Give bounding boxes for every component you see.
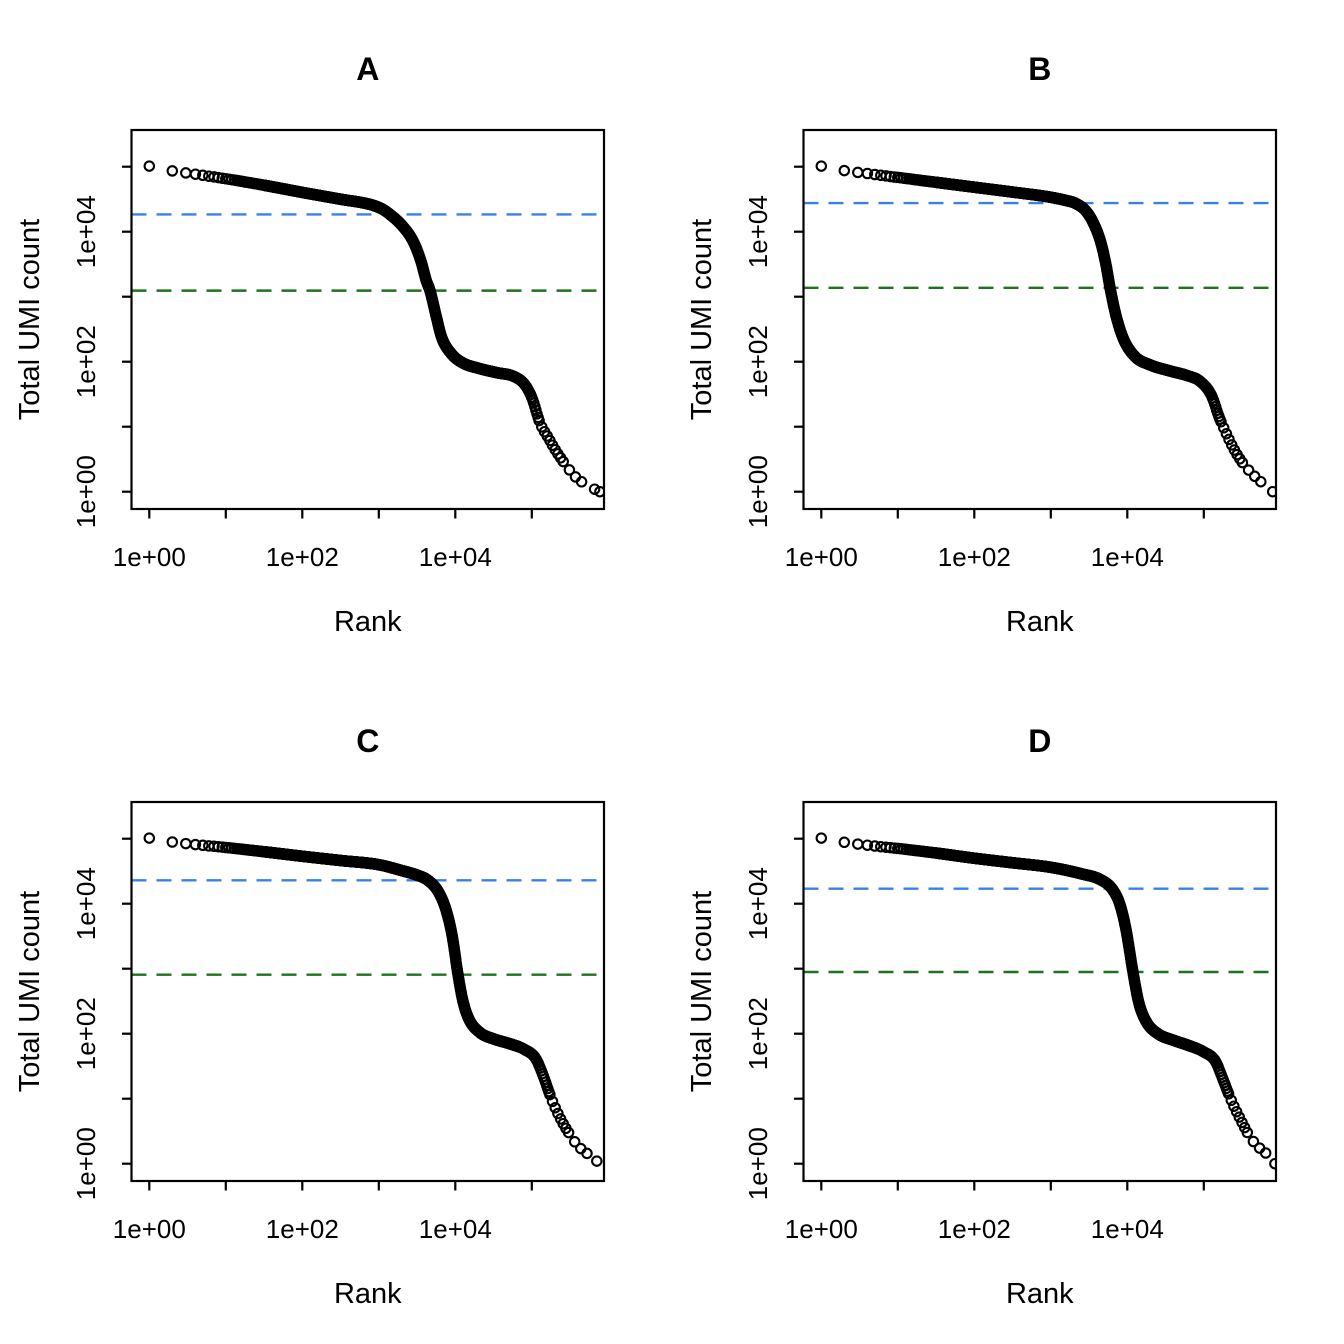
x-tick-label: 1e+00 <box>785 1214 858 1244</box>
x-axis-label: Rank <box>1006 606 1074 638</box>
x-tick-label: 1e+02 <box>266 542 339 572</box>
barcode-rank-plot-A: A Rank Total UMI count 1e+00 1e+02 1e+04… <box>14 51 606 638</box>
data-points <box>143 160 604 498</box>
panel-A: A Rank Total UMI count 1e+00 1e+02 1e+04… <box>0 0 672 672</box>
panel-title: B <box>1028 51 1051 87</box>
axis-ticks <box>794 165 1205 519</box>
x-tick-label: 1e+04 <box>1091 1214 1164 1244</box>
data-points <box>143 832 603 1167</box>
y-tick-label: 1e+00 <box>743 455 773 528</box>
x-tick-label: 1e+02 <box>938 1214 1011 1244</box>
plot-area-C <box>122 800 606 1191</box>
x-tick-label: 1e+02 <box>266 1214 339 1244</box>
x-tick-label: 1e+00 <box>785 542 858 572</box>
barcode-rank-plot-C: C Rank Total UMI count 1e+00 1e+02 1e+04… <box>14 723 606 1310</box>
axis-ticks <box>122 165 533 519</box>
plot-area-D <box>794 800 1278 1191</box>
plot-frame <box>130 800 606 1183</box>
data-points <box>815 160 1276 498</box>
plot-frame <box>802 128 1278 511</box>
x-tick-label: 1e+02 <box>938 542 1011 572</box>
y-tick-label: 1e+04 <box>743 195 773 268</box>
data-points <box>815 832 1276 1170</box>
panel-title: D <box>1028 723 1051 759</box>
y-tick-label: 1e+04 <box>71 195 101 268</box>
y-tick-label: 1e+02 <box>743 997 773 1070</box>
y-tick-label: 1e+00 <box>71 1127 101 1200</box>
y-axis-label: Total UMI count <box>686 891 718 1092</box>
y-axis-label: Total UMI count <box>686 219 718 420</box>
panel-title: A <box>356 51 379 87</box>
y-axis-label: Total UMI count <box>14 891 46 1092</box>
panel-B: B Rank Total UMI count 1e+00 1e+02 1e+04… <box>672 0 1344 672</box>
y-tick-label: 1e+02 <box>743 325 773 398</box>
x-tick-label: 1e+04 <box>419 1214 492 1244</box>
plot-frame <box>130 128 606 511</box>
x-tick-label: 1e+04 <box>419 542 492 572</box>
x-tick-label: 1e+04 <box>1091 542 1164 572</box>
y-axis-label: Total UMI count <box>14 219 46 420</box>
x-axis-label: Rank <box>334 606 402 638</box>
plot-area-B <box>794 128 1278 519</box>
y-tick-label: 1e+04 <box>743 867 773 940</box>
panel-D: D Rank Total UMI count 1e+00 1e+02 1e+04… <box>672 672 1344 1344</box>
y-tick-label: 1e+04 <box>71 867 101 940</box>
axis-ticks <box>794 837 1205 1191</box>
barcode-rank-plot-B: B Rank Total UMI count 1e+00 1e+02 1e+04… <box>686 51 1278 638</box>
plot-frame <box>802 800 1278 1183</box>
x-tick-label: 1e+00 <box>113 1214 186 1244</box>
panel-C: C Rank Total UMI count 1e+00 1e+02 1e+04… <box>0 672 672 1344</box>
x-axis-label: Rank <box>334 1278 402 1310</box>
axis-ticks <box>122 837 533 1191</box>
plot-area-A <box>122 128 606 519</box>
y-tick-label: 1e+02 <box>71 997 101 1070</box>
y-tick-label: 1e+00 <box>71 455 101 528</box>
panel-title: C <box>356 723 379 759</box>
y-tick-label: 1e+02 <box>71 325 101 398</box>
x-axis-label: Rank <box>1006 1278 1074 1310</box>
y-tick-label: 1e+00 <box>743 1127 773 1200</box>
x-tick-label: 1e+00 <box>113 542 186 572</box>
barcode-rank-plot-D: D Rank Total UMI count 1e+00 1e+02 1e+04… <box>686 723 1278 1310</box>
